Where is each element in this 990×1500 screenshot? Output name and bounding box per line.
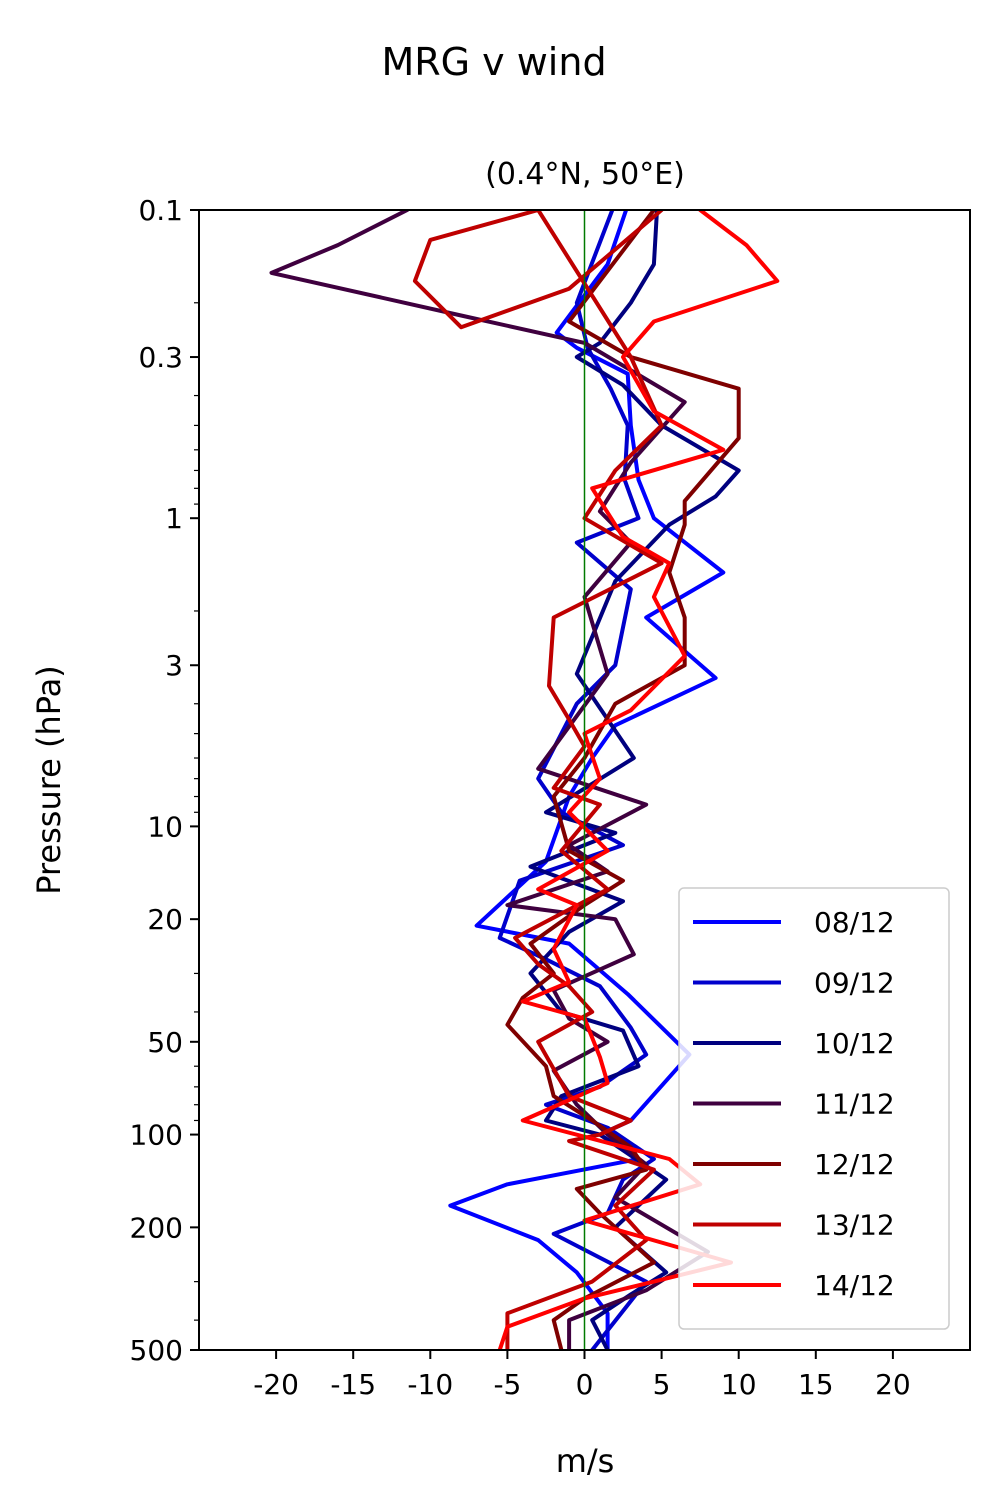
y-tick-label: 1 bbox=[165, 502, 183, 535]
y-axis-label: Pressure (hPa) bbox=[30, 665, 68, 895]
series-layer bbox=[269, 210, 780, 1350]
figure-title: MRG v wind bbox=[381, 40, 606, 84]
y-tick-label: 3 bbox=[165, 649, 183, 682]
y-axis: 0.1 0.3 1 3 10 20 50 100 200 500 bbox=[130, 194, 199, 1367]
y-tick-label: 50 bbox=[147, 1026, 183, 1059]
axes-title: (0.4°N, 50°E) bbox=[485, 157, 685, 192]
x-tick-label: -20 bbox=[253, 1368, 299, 1401]
legend-label: 11/12 bbox=[814, 1088, 895, 1121]
legend-label: 10/12 bbox=[814, 1027, 895, 1060]
x-axis: -20 -15 -10 -5 0 5 10 15 20 bbox=[253, 1350, 911, 1401]
legend-label: 14/12 bbox=[814, 1269, 895, 1302]
x-tick-label: 0 bbox=[576, 1368, 594, 1401]
legend: 08/12 09/12 10/12 11/12 12/12 13/12 14/12 bbox=[678, 887, 950, 1330]
legend-label: 09/12 bbox=[814, 967, 895, 1000]
legend-frame bbox=[678, 887, 950, 1330]
x-axis-label: m/s bbox=[556, 1442, 615, 1480]
series-line-08-12 bbox=[448, 210, 726, 1350]
y-tick-label: 20 bbox=[147, 903, 183, 936]
x-tick-label: 20 bbox=[875, 1368, 911, 1401]
legend-label: 13/12 bbox=[814, 1209, 895, 1242]
y-tick-label: 0.3 bbox=[138, 341, 183, 374]
x-tick-label: -10 bbox=[407, 1368, 453, 1401]
y-tick-label: 500 bbox=[130, 1334, 183, 1367]
y-tick-label: 200 bbox=[130, 1211, 183, 1244]
legend-label: 12/12 bbox=[814, 1148, 895, 1181]
x-tick-label: -5 bbox=[493, 1368, 521, 1401]
x-tick-label: -15 bbox=[330, 1368, 376, 1401]
series-line-10-12 bbox=[528, 210, 741, 1350]
x-tick-label: 15 bbox=[798, 1368, 834, 1401]
legend-label: 08/12 bbox=[814, 906, 895, 939]
x-tick-label: 5 bbox=[653, 1368, 671, 1401]
y-tick-label: 10 bbox=[147, 810, 183, 843]
y-tick-label: 100 bbox=[130, 1119, 183, 1152]
series-line-14-12 bbox=[497, 210, 780, 1350]
y-tick-label: 0.1 bbox=[138, 194, 183, 227]
x-tick-label: 10 bbox=[721, 1368, 757, 1401]
